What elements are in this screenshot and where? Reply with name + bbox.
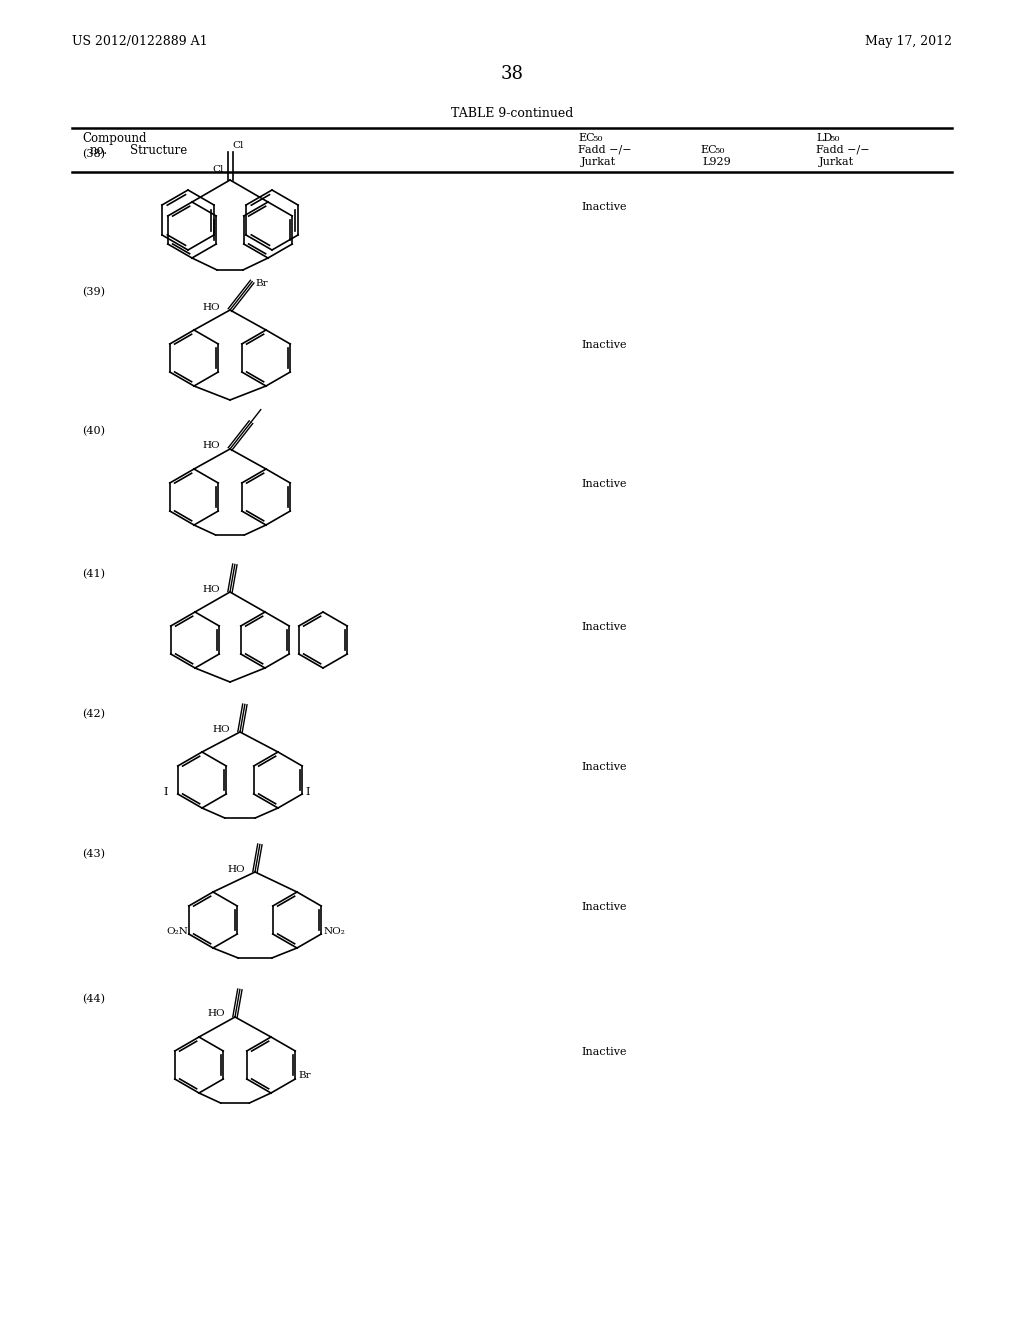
Text: (39): (39) [82, 286, 105, 297]
Text: O₂N: O₂N [167, 928, 188, 936]
Text: Jurkat: Jurkat [581, 157, 616, 168]
Text: Inactive: Inactive [581, 479, 627, 488]
Text: no.: no. [90, 144, 109, 157]
Text: Cl: Cl [212, 165, 223, 174]
Text: NO₂: NO₂ [324, 928, 345, 936]
Text: Fadd −/−: Fadd −/− [816, 145, 869, 154]
Text: Inactive: Inactive [581, 902, 627, 912]
Text: 50: 50 [829, 135, 840, 143]
Text: (40): (40) [82, 426, 105, 437]
Text: 50: 50 [714, 147, 725, 154]
Text: EC: EC [578, 133, 595, 143]
Text: Inactive: Inactive [581, 622, 627, 632]
Text: 38: 38 [501, 65, 523, 83]
Text: I: I [305, 787, 309, 797]
Text: HO: HO [202, 441, 219, 450]
Text: HO: HO [202, 302, 219, 312]
Text: Cl: Cl [232, 141, 244, 150]
Text: Inactive: Inactive [581, 1047, 627, 1057]
Text: Structure: Structure [130, 144, 187, 157]
Text: Fadd −/−: Fadd −/− [578, 145, 632, 154]
Text: EC: EC [700, 145, 717, 154]
Text: Compound: Compound [82, 132, 146, 145]
Text: US 2012/0122889 A1: US 2012/0122889 A1 [72, 36, 208, 48]
Text: May 17, 2012: May 17, 2012 [865, 36, 952, 48]
Text: (44): (44) [82, 994, 105, 1005]
Text: Br: Br [298, 1072, 311, 1081]
Text: LD: LD [816, 133, 833, 143]
Text: HO: HO [202, 585, 219, 594]
Text: Inactive: Inactive [581, 202, 627, 213]
Text: Inactive: Inactive [581, 341, 627, 350]
Text: Inactive: Inactive [581, 762, 627, 772]
Text: L929: L929 [702, 157, 731, 168]
Text: HO: HO [207, 1010, 224, 1019]
Text: (41): (41) [82, 569, 105, 579]
Text: 50: 50 [592, 135, 603, 143]
Text: Br: Br [255, 279, 268, 288]
Text: Jurkat: Jurkat [819, 157, 854, 168]
Text: (43): (43) [82, 849, 105, 859]
Text: I: I [164, 787, 168, 797]
Text: (38): (38) [82, 149, 105, 160]
Text: (42): (42) [82, 709, 105, 719]
Text: HO: HO [227, 865, 245, 874]
Text: HO: HO [212, 725, 229, 734]
Text: TABLE 9-continued: TABLE 9-continued [451, 107, 573, 120]
